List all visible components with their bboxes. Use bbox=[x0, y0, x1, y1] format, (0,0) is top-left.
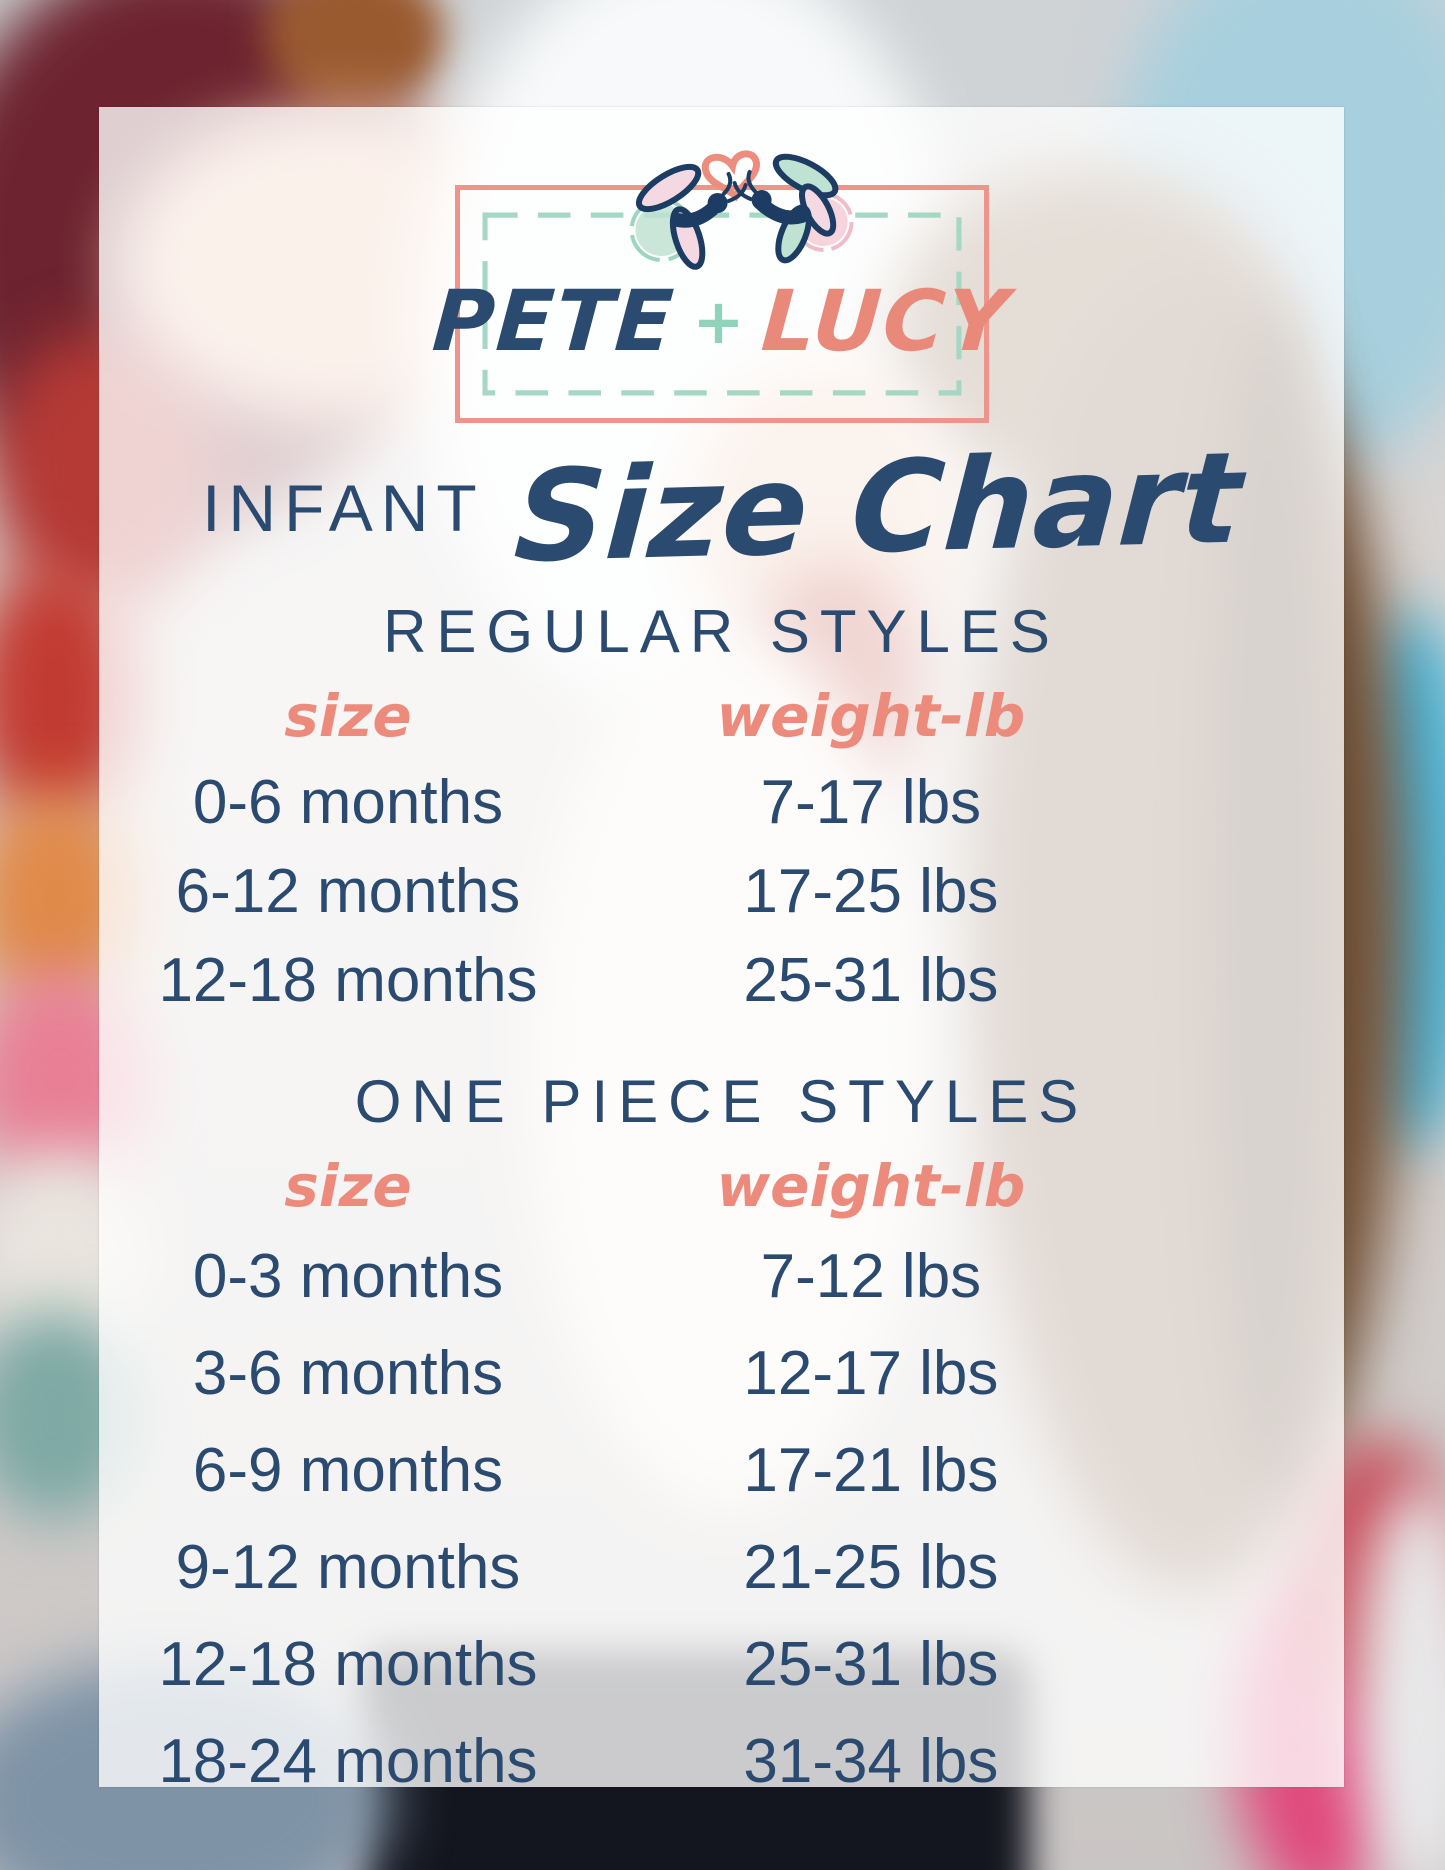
table-cell-size: 0-3 months bbox=[192, 1242, 504, 1311]
brand-name-pete: PETE bbox=[429, 272, 678, 370]
table-cell-weight: 12-17 lbs bbox=[743, 1339, 999, 1408]
section-heading-one-piece: ONE PIECE STYLES bbox=[354, 1068, 1089, 1135]
title-main: Size Chart bbox=[510, 424, 1246, 591]
table-cell-weight: 25-31 lbs bbox=[743, 1630, 999, 1699]
firefly-right-icon bbox=[732, 153, 854, 264]
table-cell-size: 0-6 months bbox=[192, 768, 504, 837]
one-piece-column-header-size: size bbox=[284, 1152, 412, 1220]
heart-icon bbox=[701, 150, 760, 202]
table-cell-size: 9-12 months bbox=[175, 1533, 521, 1602]
logo-doodles bbox=[629, 150, 854, 270]
table-cell-size: 3-6 months bbox=[192, 1339, 504, 1408]
brand-wordmark: PETE + LUCY bbox=[429, 272, 1014, 370]
table-cell-size: 12-18 months bbox=[158, 1630, 538, 1699]
table-cell-size: 6-12 months bbox=[175, 857, 521, 926]
firefly-left-icon bbox=[629, 163, 748, 270]
brand-logo-box: PETE + LUCY bbox=[429, 150, 1014, 423]
table-cell-weight: 17-25 lbs bbox=[743, 857, 999, 926]
table-cell-size: 12-18 months bbox=[158, 946, 538, 1015]
table-cell-weight: 31-34 lbs bbox=[743, 1727, 999, 1796]
table-cell-weight: 17-21 lbs bbox=[743, 1436, 999, 1505]
one-piece-styles-table: size weight-lb 0-3 months 7-12 lbs 3-6 m… bbox=[99, 1136, 1344, 1810]
dashed-mint-border bbox=[482, 212, 961, 396]
table-cell-size: 6-9 months bbox=[192, 1436, 504, 1505]
table-cell-weight: 25-31 lbs bbox=[743, 946, 999, 1015]
overlay-panel: PETE + LUCY INFANT Size Chart REGULAR ST… bbox=[99, 107, 1344, 1796]
page-title: INFANT Size Chart bbox=[202, 424, 1245, 590]
one-piece-column-header-weight: weight-lb bbox=[716, 1152, 1026, 1220]
section-heading-regular: REGULAR STYLES bbox=[383, 598, 1060, 665]
table-cell-weight: 21-25 lbs bbox=[743, 1533, 999, 1602]
title-prefix: INFANT bbox=[202, 471, 485, 545]
brand-plus-sign: + bbox=[692, 284, 745, 358]
table-cell-size: 18-24 months bbox=[158, 1727, 538, 1796]
regular-column-header-weight: weight-lb bbox=[716, 682, 1026, 750]
regular-column-header-size: size bbox=[284, 682, 412, 750]
brand-name-lucy: LUCY bbox=[759, 272, 1014, 370]
table-cell-weight: 7-17 lbs bbox=[760, 768, 982, 837]
regular-styles-table: size weight-lb 0-6 months 7-17 lbs 6-12 … bbox=[99, 666, 1344, 1025]
table-cell-weight: 7-12 lbs bbox=[760, 1242, 982, 1311]
